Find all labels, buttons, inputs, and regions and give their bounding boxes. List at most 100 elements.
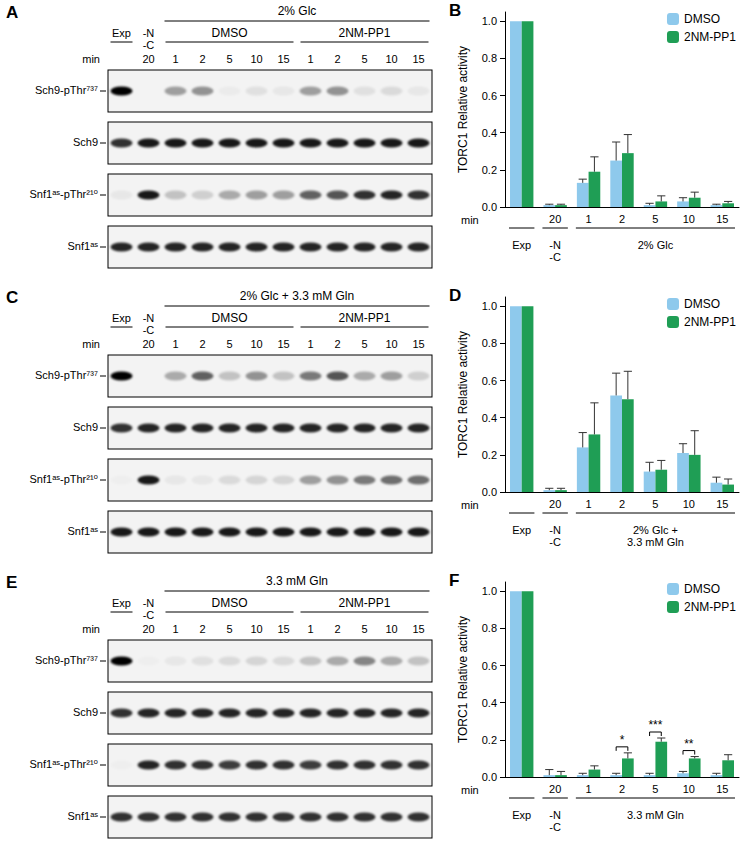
svg-text:15: 15 <box>277 623 289 635</box>
svg-text:5: 5 <box>361 623 367 635</box>
svg-text:5: 5 <box>226 53 232 65</box>
svg-text:1: 1 <box>172 53 178 65</box>
svg-text:20: 20 <box>142 53 154 65</box>
svg-text:Exp: Exp <box>112 597 131 609</box>
svg-text:5: 5 <box>652 783 658 795</box>
svg-text:-N: -N <box>549 524 561 536</box>
svg-text:0.2: 0.2 <box>482 734 497 746</box>
svg-text:5: 5 <box>226 338 232 350</box>
svg-text:1: 1 <box>172 338 178 350</box>
svg-text:Snf1ᵃˢ-pThr²¹⁰: Snf1ᵃˢ-pThr²¹⁰ <box>30 758 99 770</box>
svg-text:B: B <box>449 1 461 20</box>
svg-text:20: 20 <box>549 783 561 795</box>
svg-text:2: 2 <box>334 53 340 65</box>
svg-text:Snf1ᵃˢ: Snf1ᵃˢ <box>68 525 99 537</box>
svg-text:3.3 mM Gln: 3.3 mM Gln <box>627 536 684 548</box>
svg-text:5: 5 <box>652 498 658 510</box>
svg-text:0.6: 0.6 <box>482 660 497 672</box>
svg-text:TORC1 Relative activity: TORC1 Relative activity <box>456 46 470 173</box>
svg-text:10: 10 <box>250 53 262 65</box>
svg-text:15: 15 <box>716 498 728 510</box>
svg-text:2NM-PP1: 2NM-PP1 <box>338 311 390 325</box>
svg-text:2NM-PP1: 2NM-PP1 <box>338 596 390 610</box>
svg-text:min: min <box>82 623 100 635</box>
svg-text:2NM-PP1: 2NM-PP1 <box>684 30 736 44</box>
svg-text:1: 1 <box>307 623 313 635</box>
svg-text:DMSO: DMSO <box>684 12 720 26</box>
svg-text:Sch9-pThr⁷³⁷: Sch9-pThr⁷³⁷ <box>35 84 98 96</box>
svg-text:E: E <box>6 573 17 592</box>
svg-text:-C: -C <box>143 324 155 336</box>
svg-text:DMSO: DMSO <box>684 297 720 311</box>
svg-text:DMSO: DMSO <box>212 26 248 40</box>
svg-text:5: 5 <box>652 213 658 225</box>
svg-text:Snf1ᵃˢ: Snf1ᵃˢ <box>68 240 99 252</box>
svg-text:15: 15 <box>412 338 424 350</box>
svg-text:0.0: 0.0 <box>482 771 497 783</box>
svg-text:min: min <box>461 214 479 226</box>
svg-text:15: 15 <box>412 53 424 65</box>
svg-text:Snf1ᵃˢ: Snf1ᵃˢ <box>68 810 99 822</box>
svg-text:1: 1 <box>307 53 313 65</box>
svg-text:20: 20 <box>142 338 154 350</box>
svg-text:DMSO: DMSO <box>684 582 720 596</box>
svg-text:DMSO: DMSO <box>212 311 248 325</box>
svg-text:-C: -C <box>143 39 155 51</box>
svg-text:2% Glc +: 2% Glc + <box>633 524 678 536</box>
svg-text:15: 15 <box>716 213 728 225</box>
svg-text:5: 5 <box>361 338 367 350</box>
svg-text:20: 20 <box>549 213 561 225</box>
svg-text:0.4: 0.4 <box>482 412 497 424</box>
svg-text:2% Glc: 2% Glc <box>278 4 317 18</box>
svg-text:**: ** <box>684 737 694 751</box>
svg-text:2: 2 <box>199 338 205 350</box>
svg-text:2NM-PP1: 2NM-PP1 <box>338 26 390 40</box>
svg-text:0.0: 0.0 <box>482 201 497 213</box>
svg-text:0.8: 0.8 <box>482 52 497 64</box>
svg-text:2: 2 <box>334 623 340 635</box>
svg-text:-C: -C <box>143 609 155 621</box>
svg-text:10: 10 <box>683 498 695 510</box>
svg-text:0.4: 0.4 <box>482 697 497 709</box>
svg-text:Exp: Exp <box>112 27 131 39</box>
svg-text:1: 1 <box>586 213 592 225</box>
svg-text:2: 2 <box>619 498 625 510</box>
svg-text:10: 10 <box>250 623 262 635</box>
svg-text:***: *** <box>648 718 662 732</box>
svg-text:D: D <box>449 286 461 305</box>
svg-text:2% Glc: 2% Glc <box>638 239 674 251</box>
svg-text:-N: -N <box>549 809 561 821</box>
svg-text:3.3 mM Gln: 3.3 mM Gln <box>266 574 328 588</box>
svg-text:Sch9: Sch9 <box>73 136 98 148</box>
svg-text:F: F <box>449 571 459 590</box>
svg-text:2: 2 <box>199 623 205 635</box>
svg-text:Sch9: Sch9 <box>73 706 98 718</box>
svg-text:15: 15 <box>412 623 424 635</box>
svg-text:10: 10 <box>683 213 695 225</box>
svg-text:15: 15 <box>277 338 289 350</box>
svg-text:10: 10 <box>385 623 397 635</box>
svg-text:2: 2 <box>334 338 340 350</box>
svg-text:2: 2 <box>619 783 625 795</box>
svg-text:3.3 mM Gln: 3.3 mM Gln <box>627 809 684 821</box>
svg-text:0.2: 0.2 <box>482 449 497 461</box>
svg-text:0.2: 0.2 <box>482 164 497 176</box>
svg-text:1.0: 1.0 <box>482 15 497 27</box>
svg-text:20: 20 <box>142 623 154 635</box>
svg-text:TORC1 Relative activity: TORC1 Relative activity <box>456 616 470 743</box>
svg-text:15: 15 <box>716 783 728 795</box>
svg-text:0.4: 0.4 <box>482 127 497 139</box>
svg-text:5: 5 <box>226 623 232 635</box>
svg-text:min: min <box>461 784 479 796</box>
svg-text:Exp: Exp <box>512 809 531 821</box>
svg-text:-C: -C <box>549 821 561 833</box>
svg-text:1: 1 <box>586 783 592 795</box>
svg-text:-N: -N <box>143 597 155 609</box>
svg-text:10: 10 <box>250 338 262 350</box>
svg-text:0.8: 0.8 <box>482 622 497 634</box>
svg-text:Exp: Exp <box>512 524 531 536</box>
svg-text:0.6: 0.6 <box>482 375 497 387</box>
svg-text:0.0: 0.0 <box>482 486 497 498</box>
svg-text:1: 1 <box>586 498 592 510</box>
svg-text:min: min <box>461 499 479 511</box>
